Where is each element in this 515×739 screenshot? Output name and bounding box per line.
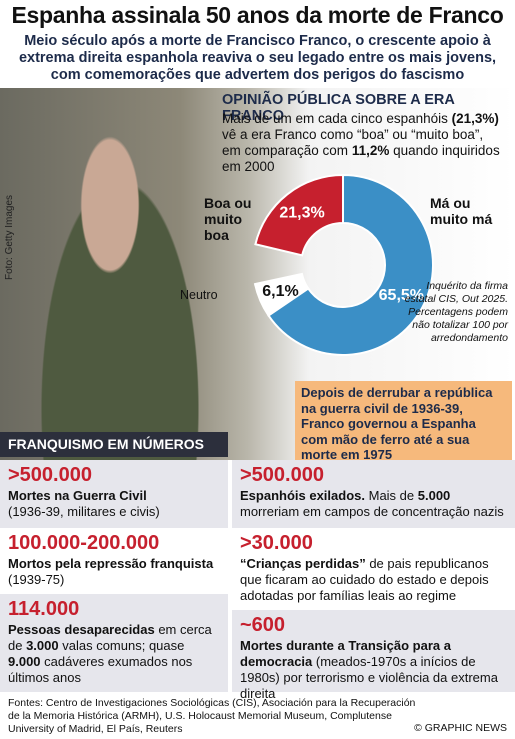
text: 5.000	[417, 488, 451, 503]
stat-text: Mortes na Guerra Civil (1936-39, militare…	[8, 488, 220, 520]
stat-text: Mortos pela repressão franquista (1939-7…	[8, 556, 220, 588]
value-label: 65,5%	[379, 287, 424, 304]
stat: >500.000 Mortes na Guerra Civil (1936-39,…	[0, 460, 228, 528]
text: Mortos pela repressão franquista	[8, 556, 214, 571]
text: quando inquiridos em 2000	[222, 143, 500, 174]
text: Pessoas desaparecidas	[8, 622, 155, 637]
stat-text: Espanhóis exilados. Mais de 5.000 morrer…	[240, 488, 507, 520]
subtitle: Meio século após a morte de Francisco Fr…	[18, 33, 497, 83]
text: em cerca de	[8, 622, 212, 653]
stat: 114.000 Pessoas desaparecidas em cerca d…	[0, 594, 228, 692]
sources: Fontes: Centro de Investigaciones Sociol…	[8, 697, 416, 735]
text: Espanhóis exilados.	[240, 488, 365, 503]
donut-chart: 21,3% 6,1% 65,5%	[253, 173, 434, 356]
stat-number: >500.000	[240, 464, 324, 486]
photo-figure	[20, 120, 220, 460]
callout: Depois de derrubar a república na guerra…	[295, 381, 512, 467]
text: valas comuns; quase	[58, 638, 185, 653]
chart-description: Mais de um em cada cinco espanhóis (21,3…	[222, 111, 502, 175]
value-label: 21,3%	[279, 204, 324, 221]
text: morreriam em campos de concentração nazi…	[240, 504, 504, 519]
legend-label: Má ou muito má	[430, 195, 493, 227]
copyright: © GRAPHIC NEWS	[414, 722, 507, 734]
stat-text: Mortes durante a Transição para a democr…	[240, 638, 507, 702]
stat-number: >30.000	[240, 532, 313, 554]
chart-note: Inquérito da firma estatal CIS, Out 2025…	[404, 280, 508, 344]
stat: ~600 Mortes durante a Transição para a d…	[232, 610, 515, 701]
stat-number: 100.000-200.000	[8, 532, 160, 554]
stat-number: ~600	[240, 614, 286, 636]
donut-segment	[267, 173, 434, 356]
stat: >30.000 “Crianças perdidas” de pais repu…	[232, 528, 515, 610]
text: (1939-75)	[8, 572, 65, 587]
stat-number: >500.000	[8, 464, 92, 486]
legend-label: Neutro	[180, 288, 218, 302]
chart-title: OPINIÃO PÚBLICA SOBRE A ERA FRANCO	[222, 92, 455, 124]
legend-label: Boa ou muito boa	[204, 195, 252, 243]
stat-text: Pessoas desaparecidas em cerca de 3.000 …	[8, 622, 220, 686]
text: Mortes na Guerra Civil	[8, 488, 147, 503]
text: Mais de um em cada cinco espanhóis	[222, 111, 452, 126]
text: Mortes durante a Transição para a democr…	[240, 638, 451, 669]
photo-credit: Foto: Getty Images	[4, 194, 15, 280]
title: Espanha assinala 50 anos da morte de Fra…	[11, 2, 504, 28]
stat: >500.000 Espanhóis exilados. Mais de 5.0…	[232, 460, 515, 528]
donut-segment	[254, 173, 344, 257]
text: vê a era Franco como “boa” ou “muito boa…	[222, 127, 484, 158]
stat: 100.000-200.000 Mortos pela repressão fr…	[0, 528, 228, 594]
stat-text: “Crianças perdidas” de pais republicanos…	[240, 556, 507, 604]
text: (21,3%)	[451, 111, 499, 126]
text: Mais de	[365, 488, 418, 503]
stat-number: 114.000	[8, 598, 80, 620]
donut-segment	[253, 272, 310, 317]
text: 11,2%	[351, 143, 390, 158]
text: cadáveres exumados nos últimos anos	[8, 654, 193, 685]
text: (1936-39, militares e civis)	[8, 504, 160, 519]
text: de pais republicanos que ficaram ao cuid…	[240, 556, 489, 603]
text: 3.000	[26, 638, 59, 653]
value-label: 6,1%	[262, 283, 298, 300]
section-title: FRANQUISMO EM NÚMEROS	[0, 432, 228, 457]
text: “Crianças perdidas”	[240, 556, 366, 571]
text: 9.000	[8, 654, 41, 669]
text: (meados-1970s a inícios de 1980s) por te…	[240, 654, 498, 701]
